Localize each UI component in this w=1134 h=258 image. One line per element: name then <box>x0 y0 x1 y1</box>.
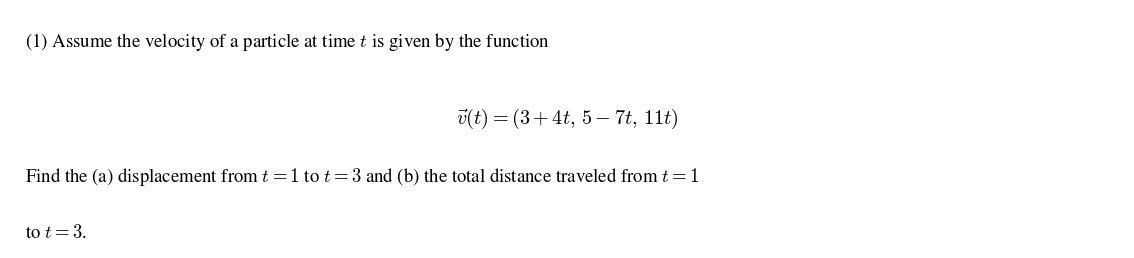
Text: to $t = 3$.: to $t = 3$. <box>25 224 87 243</box>
Text: (1) Assume the velocity of a particle at time $t$ is given by the function: (1) Assume the velocity of a particle at… <box>25 31 550 53</box>
Text: Find the (a) displacement from $t = 1$ to $t = 3$ and (b) the total distance tra: Find the (a) displacement from $t = 1$ t… <box>25 166 700 188</box>
Text: $\vec{v}(t) = (3 + 4t,\, 5 - 7t,\, 11t)$: $\vec{v}(t) = (3 + 4t,\, 5 - 7t,\, 11t)$ <box>456 107 678 131</box>
